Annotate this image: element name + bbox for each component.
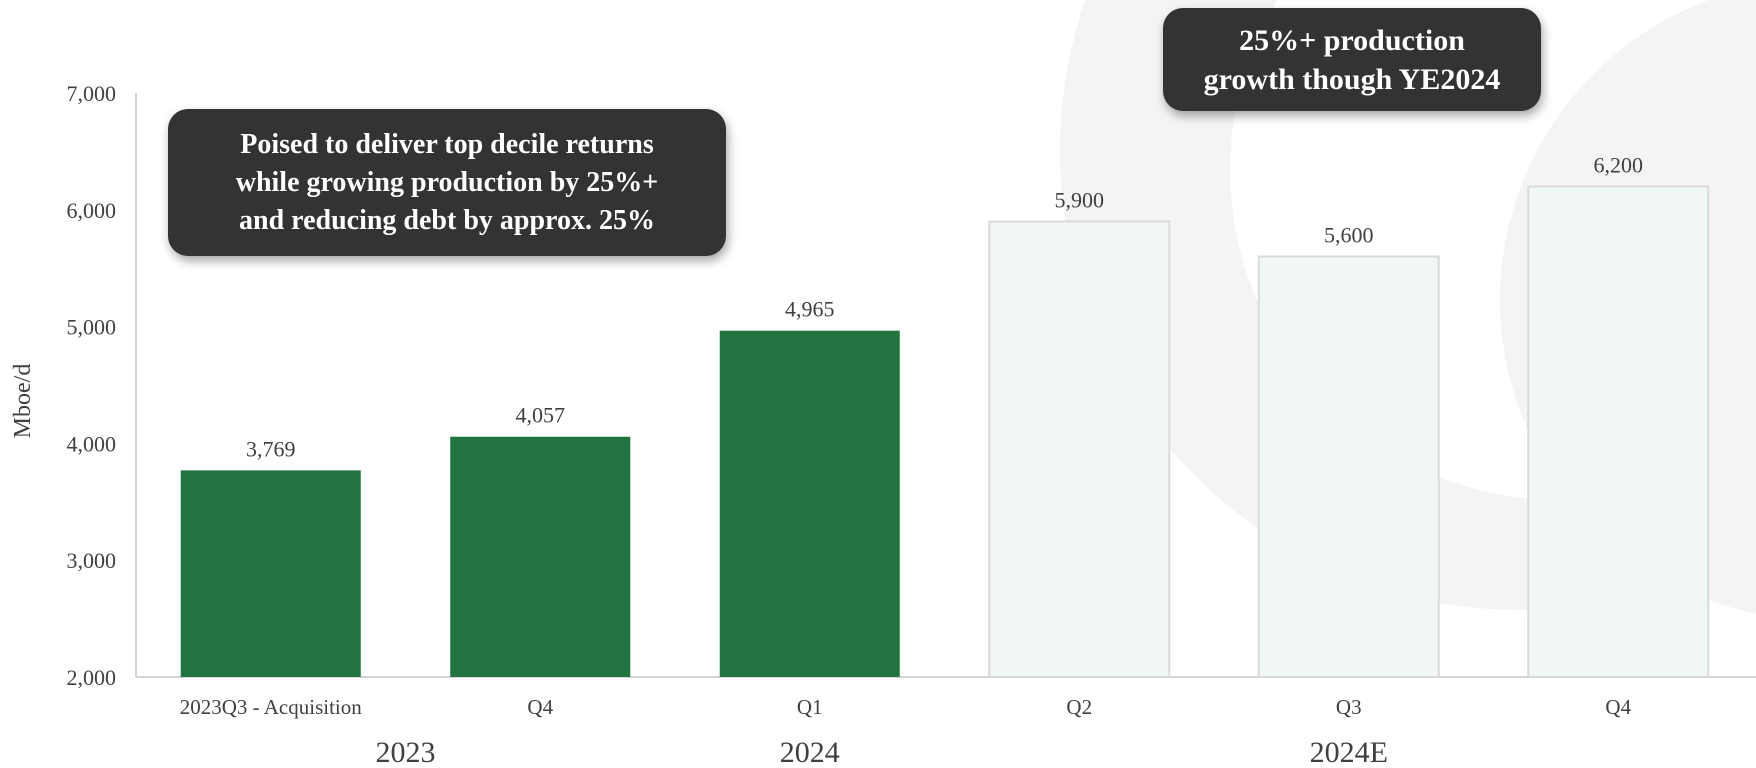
- bar-value-label: 6,200: [1594, 152, 1644, 177]
- callout-returns: Poised to deliver top decile returns whi…: [168, 109, 726, 256]
- x-tick-label: Q3: [1336, 695, 1362, 719]
- bar-value-label: 4,057: [516, 403, 566, 428]
- callout-growth-text: 25%+ production growth though YE2024: [1203, 23, 1501, 96]
- x-tick-label: Q4: [527, 695, 553, 719]
- bar: [1527, 185, 1710, 678]
- axes: [135, 93, 1756, 678]
- bar-value-label: 5,900: [1055, 187, 1105, 212]
- callout-growth: 25%+ production growth though YE2024: [1163, 8, 1541, 111]
- bar: [1257, 255, 1440, 678]
- x-group-label: 2024E: [1310, 736, 1388, 768]
- y-tick-label: 4,000: [67, 431, 117, 456]
- x-tick-label: Q4: [1605, 695, 1631, 719]
- bar: [988, 220, 1171, 678]
- y-tick-label: 6,000: [67, 198, 117, 223]
- x-group-label: 2024: [780, 736, 840, 768]
- bars: [180, 185, 1710, 678]
- x-tick-label: Q2: [1066, 695, 1092, 719]
- labels: 2,000 3,000 4,000 5,000 6,000 7,000 Mboe/d 3,76…: [10, 81, 1643, 768]
- y-tick-label: 5,000: [67, 315, 117, 340]
- y-tick-label: 7,000: [67, 81, 117, 106]
- bar-value-label: 4,965: [785, 297, 835, 322]
- y-axis-label: Mboe/d: [10, 364, 36, 439]
- y-tick-label: 2,000: [67, 665, 117, 690]
- bar: [180, 470, 361, 677]
- bar: [719, 330, 900, 677]
- bar-value-label: 5,600: [1324, 223, 1374, 248]
- x-tick-label: 2023Q3 - Acquisition: [180, 695, 362, 719]
- y-tick-label: 3,000: [67, 548, 117, 573]
- x-group-label: 2023: [376, 736, 436, 768]
- bar-value-label: 3,769: [246, 436, 296, 461]
- callout-returns-text: Poised to deliver top decile returns whi…: [235, 128, 659, 236]
- x-tick-label: Q1: [797, 695, 823, 719]
- bar: [450, 436, 631, 677]
